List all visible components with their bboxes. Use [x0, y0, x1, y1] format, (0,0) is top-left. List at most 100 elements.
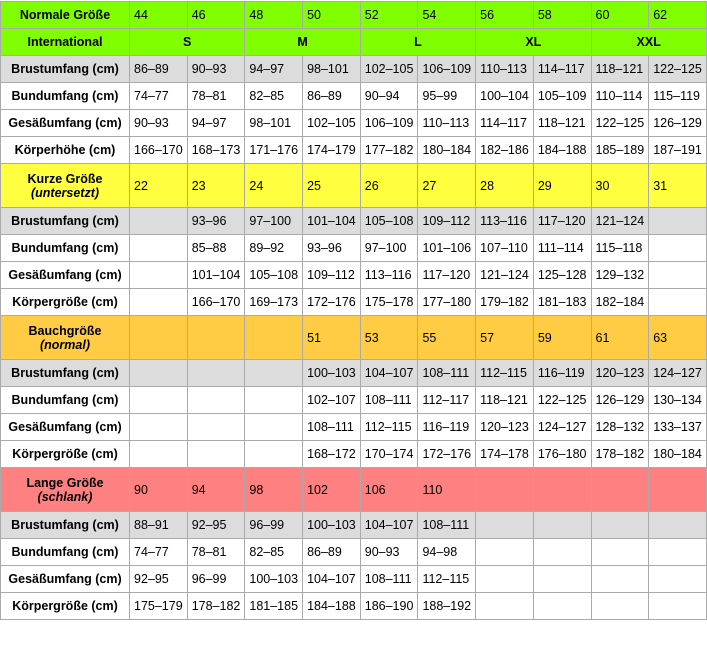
measure-row: Körperhöhe (cm) 166–170 168–173 171–176 174–…: [0, 136, 707, 164]
international-size: XXL: [590, 28, 707, 56]
measure-cell: 90–93: [359, 538, 419, 566]
measure-cell: 130–134: [648, 386, 707, 414]
measure-cell: [129, 440, 188, 468]
section-title: Lange Größe (schlank): [0, 467, 130, 512]
measure-cell: 104–107: [302, 565, 361, 593]
measure-cell: 86–89: [302, 538, 361, 566]
measure-cell: 74–77: [129, 82, 188, 110]
size-cell: 60: [590, 1, 650, 29]
row-label: Gesäßumfang (cm): [0, 565, 130, 593]
measure-cell: 118–121: [475, 386, 534, 414]
measure-cell: 110–113: [417, 109, 477, 137]
measure-cell: 117–120: [417, 261, 477, 289]
size-cell: 94: [186, 467, 246, 512]
measure-row: Gesäßumfang (cm) 101–104 105–108 109–112 113…: [0, 261, 707, 289]
measure-cell: [129, 234, 188, 262]
measure-cell: 120–123: [590, 359, 650, 387]
measure-cell: 178–182: [590, 440, 650, 468]
measure-cell: [532, 538, 592, 566]
size-cell: 26: [359, 163, 419, 208]
measure-cell: 108–111: [302, 413, 361, 441]
measure-cell: 171–176: [244, 136, 304, 164]
measure-cell: [186, 440, 246, 468]
measure-cell: 97–100: [359, 234, 419, 262]
measure-cell: 93–96: [302, 234, 361, 262]
measure-cell: [186, 386, 246, 414]
size-cell: 27: [417, 163, 477, 208]
section-name: Kurze Größe: [27, 171, 103, 186]
size-cell: [648, 467, 707, 512]
measure-cell: 170–174: [359, 440, 419, 468]
section-header-row: Bauchgröße (normal) 51 53 55 57 59 61 63: [0, 315, 707, 360]
measure-cell: 121–124: [475, 261, 534, 289]
row-label: International: [0, 28, 130, 56]
measure-cell: 179–182: [475, 288, 534, 316]
measure-cell: 180–184: [648, 440, 707, 468]
measure-cell: 109–112: [417, 207, 477, 235]
row-label: Bundumfang (cm): [0, 82, 130, 110]
measure-cell: 101–104: [186, 261, 246, 289]
measure-cell: 169–173: [244, 288, 304, 316]
size-cell: 28: [475, 163, 534, 208]
measure-cell: [648, 234, 707, 262]
international-size: XL: [475, 28, 592, 56]
measure-cell: 122–125: [532, 386, 592, 414]
measure-cell: 82–85: [244, 82, 304, 110]
measure-cell: 98–101: [244, 109, 304, 137]
measure-cell: 106–109: [417, 55, 477, 83]
size-cell: 53: [359, 315, 419, 360]
row-label: Bundumfang (cm): [0, 234, 130, 262]
measure-row: Gesäßumfang (cm) 108–111 112–115 116–119 120…: [0, 413, 707, 441]
measure-row: Körpergröße (cm) 175–179 178–182 181–185 184…: [0, 592, 707, 620]
size-cell: [129, 315, 188, 360]
measure-cell: 126–129: [590, 386, 650, 414]
row-label: Körpergröße (cm): [0, 288, 130, 316]
measure-cell: [129, 413, 188, 441]
size-cell: 55: [417, 315, 477, 360]
measure-row: Gesäßumfang (cm) 92–95 96–99 100–103 104–107…: [0, 565, 707, 593]
measure-cell: 113–116: [475, 207, 534, 235]
size-cell: 52: [359, 1, 419, 29]
size-cell: 56: [475, 1, 534, 29]
row-label: Körperhöhe (cm): [0, 136, 130, 164]
row-label: Brustumfang (cm): [0, 207, 130, 235]
measure-cell: 126–129: [648, 109, 707, 137]
measure-cell: 175–178: [359, 288, 419, 316]
measure-cell: 82–85: [244, 538, 304, 566]
measure-cell: [648, 592, 707, 620]
size-cell: 50: [302, 1, 361, 29]
measure-cell: 124–127: [648, 359, 707, 387]
measure-cell: [186, 413, 246, 441]
measure-cell: 108–111: [359, 386, 419, 414]
size-cell: 59: [532, 315, 592, 360]
measure-cell: 100–104: [475, 82, 534, 110]
measure-row: Körpergröße (cm) 168–172 170–174 172–176 174…: [0, 440, 707, 468]
measure-cell: 118–121: [532, 109, 592, 137]
measure-cell: 172–176: [417, 440, 477, 468]
measure-cell: [475, 511, 534, 539]
measure-cell: 168–172: [302, 440, 361, 468]
measure-cell: 124–127: [532, 413, 592, 441]
measure-cell: [129, 359, 188, 387]
measure-cell: [532, 592, 592, 620]
size-cell: [532, 467, 592, 512]
size-cell: [186, 315, 246, 360]
measure-cell: 133–137: [648, 413, 707, 441]
measure-cell: [475, 592, 534, 620]
measure-cell: [129, 386, 188, 414]
measure-cell: 94–97: [186, 109, 246, 137]
section-note: (normal): [40, 337, 90, 352]
measure-cell: 180–184: [417, 136, 477, 164]
measure-cell: 128–132: [590, 413, 650, 441]
measure-cell: 108–111: [359, 565, 419, 593]
measure-cell: 101–106: [417, 234, 477, 262]
measure-cell: 185–189: [590, 136, 650, 164]
measure-cell: 102–105: [359, 55, 419, 83]
measure-cell: [475, 538, 534, 566]
measure-cell: 174–178: [475, 440, 534, 468]
measure-cell: 93–96: [186, 207, 246, 235]
measure-cell: 117–120: [532, 207, 592, 235]
measure-cell: 181–183: [532, 288, 592, 316]
measure-cell: 166–170: [186, 288, 246, 316]
measure-cell: 97–100: [244, 207, 304, 235]
